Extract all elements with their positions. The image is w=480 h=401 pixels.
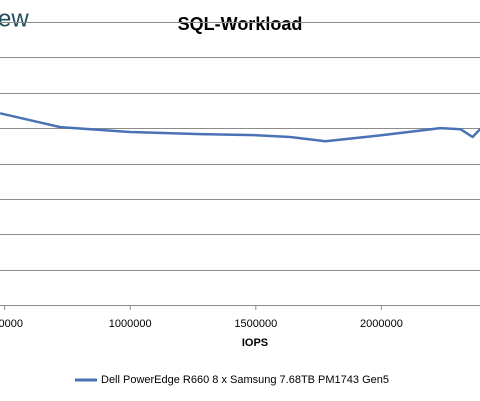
- chart-title: SQL-Workload: [178, 14, 303, 34]
- x-tick-label: 1000000: [109, 318, 152, 330]
- logo: ew: [0, 5, 29, 32]
- x-tick-label: 1500000: [234, 318, 277, 330]
- x-axis-label: IOPS: [242, 337, 268, 349]
- x-tick-label: 2000000: [360, 318, 403, 330]
- data-line: [0, 112, 480, 143]
- legend-label: Dell PowerEdge R660 8 x Samsung 7.68TB P…: [101, 374, 389, 386]
- x-tick-label: 500000: [0, 318, 23, 330]
